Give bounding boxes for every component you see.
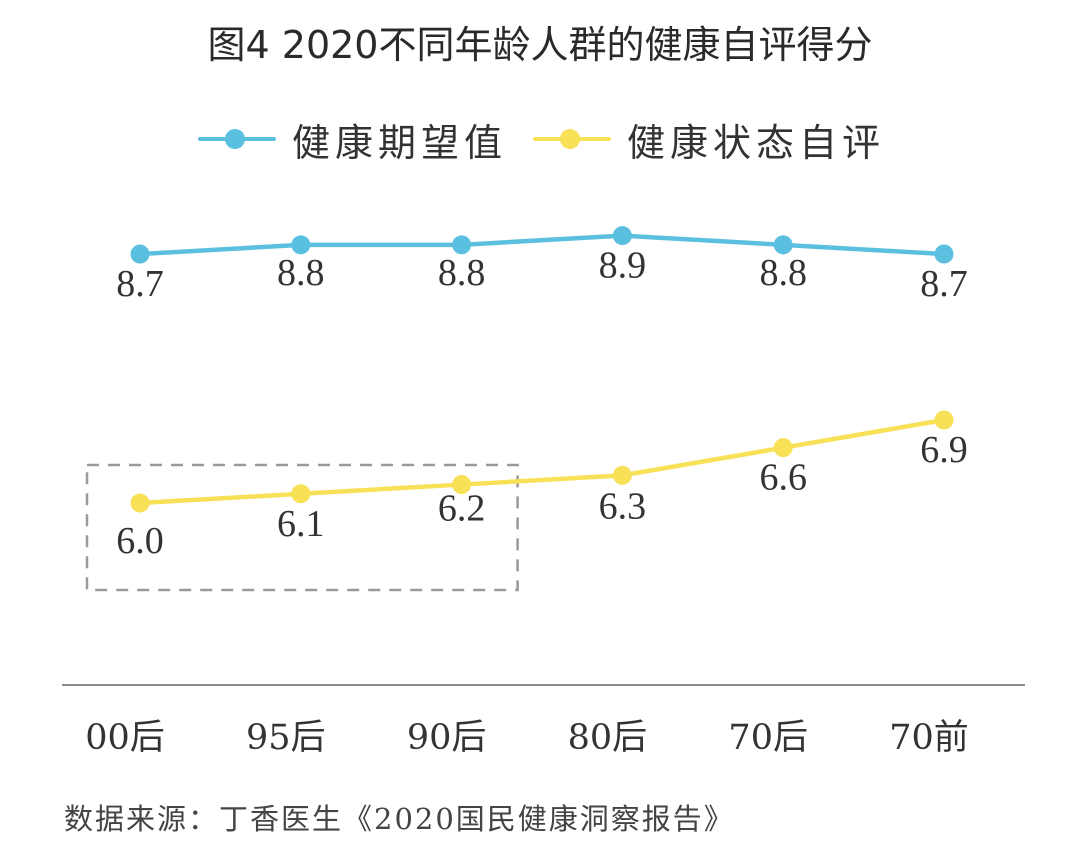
data-label-self-rating-3: 6.3 xyxy=(599,485,647,527)
chart-title: 图4 2020不同年龄人群的健康自评得分 xyxy=(207,23,873,67)
data-label-self-rating-0: 6.0 xyxy=(116,520,164,562)
data-point-expectation-3 xyxy=(612,226,632,246)
x-tick-label-0: 00后 xyxy=(85,718,165,758)
data-label-self-rating-4: 6.6 xyxy=(759,457,807,499)
data-label-self-rating-1: 6.1 xyxy=(277,503,325,545)
legend-item-self-rating: 健康状态自评 xyxy=(533,112,885,167)
data-point-self-rating-0 xyxy=(130,493,150,513)
data-label-expectation-5: 8.7 xyxy=(920,263,968,305)
data-point-self-rating-5 xyxy=(934,410,954,430)
x-tick-label-1: 95后 xyxy=(246,718,326,758)
x-tick-label-4: 70后 xyxy=(728,718,808,758)
x-tick-label-2: 90后 xyxy=(407,718,487,758)
legend-label-self-rating: 健康状态自评 xyxy=(627,120,886,165)
data-point-expectation-2 xyxy=(452,235,472,255)
data-point-expectation-1 xyxy=(291,235,311,255)
data-label-expectation-4: 8.8 xyxy=(759,252,807,294)
data-point-expectation-5 xyxy=(934,244,954,264)
data-label-expectation-3: 8.9 xyxy=(599,245,647,287)
data-point-expectation-4 xyxy=(773,235,793,255)
legend: 健康期望值 健康状态自评 xyxy=(198,112,911,166)
series-line-self-rating xyxy=(137,417,947,506)
data-label-expectation-1: 8.8 xyxy=(277,252,325,294)
data-point-expectation-0 xyxy=(130,244,150,264)
legend-item-expectation: 健康期望值 xyxy=(198,112,507,167)
data-label-expectation-2: 8.8 xyxy=(438,252,486,294)
legend-swatch-expectation xyxy=(198,126,276,152)
data-label-self-rating-5: 6.9 xyxy=(920,429,968,471)
data-point-self-rating-4 xyxy=(773,438,793,458)
highlight-box xyxy=(85,463,519,592)
data-point-self-rating-2 xyxy=(452,475,472,495)
legend-swatch-self-rating xyxy=(533,126,612,152)
data-point-self-rating-1 xyxy=(291,484,311,504)
source-note: 数据来源：丁香医生《2020国民健康洞察报告》 xyxy=(64,802,735,836)
data-label-self-rating-2: 6.2 xyxy=(438,488,486,530)
series-line-expectation xyxy=(137,233,947,257)
data-label-expectation-0: 8.7 xyxy=(116,263,164,305)
legend-label-expectation: 健康期望值 xyxy=(292,120,508,165)
x-tick-label-5: 70前 xyxy=(889,718,969,758)
x-tick-label-3: 80后 xyxy=(568,718,648,758)
data-point-self-rating-3 xyxy=(612,465,632,485)
